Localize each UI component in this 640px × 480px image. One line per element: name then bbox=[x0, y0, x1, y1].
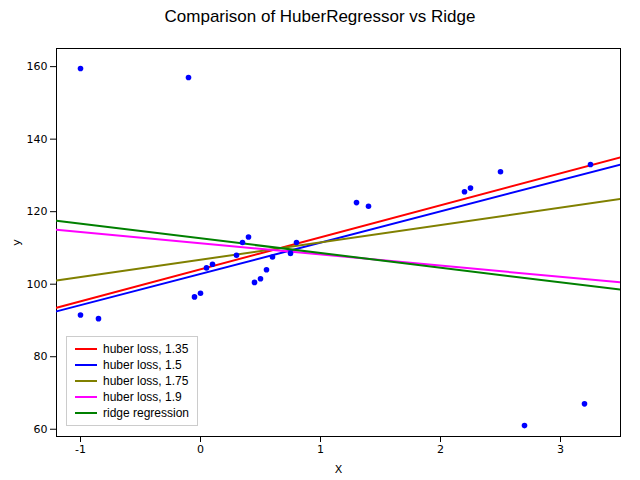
svg-text:y: y bbox=[10, 239, 23, 246]
svg-text:60: 60 bbox=[34, 423, 48, 436]
svg-text:140: 140 bbox=[27, 133, 48, 146]
svg-text:160: 160 bbox=[27, 60, 48, 73]
svg-text:X: X bbox=[335, 463, 343, 476]
svg-text:120: 120 bbox=[27, 205, 48, 218]
svg-text:2: 2 bbox=[437, 443, 444, 456]
svg-text:80: 80 bbox=[34, 350, 48, 363]
html-text:huber loss, 1.5: huber loss, 1.5 bbox=[103, 358, 182, 372]
html-text:huber loss, 1.35: huber loss, 1.35 bbox=[103, 342, 189, 356]
svg-text:100: 100 bbox=[27, 278, 48, 291]
html-text:huber loss, 1.75: huber loss, 1.75 bbox=[103, 374, 189, 388]
svg-text:-1: -1 bbox=[75, 443, 86, 456]
svg-text:1: 1 bbox=[317, 443, 324, 456]
html-text:Comparison of HuberRegressor v: Comparison of HuberRegressor vs Ridge bbox=[164, 7, 476, 26]
svg-text:3: 3 bbox=[557, 443, 564, 456]
html-text:ridge regression: ridge regression bbox=[103, 406, 189, 420]
html-text:huber loss, 1.9: huber loss, 1.9 bbox=[103, 390, 182, 404]
svg-text:0: 0 bbox=[197, 443, 204, 456]
